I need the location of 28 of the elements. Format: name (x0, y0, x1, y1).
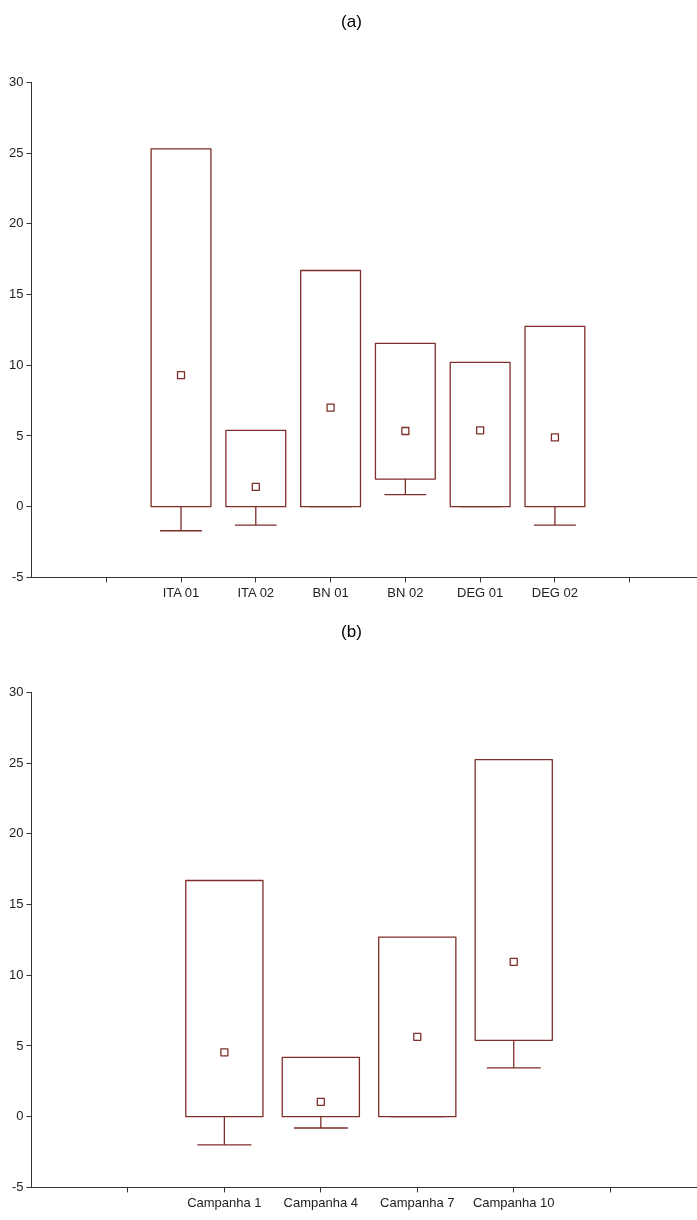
y-tick-label: 25 (8, 754, 24, 770)
y-tick-label: -5 (11, 568, 24, 584)
y-tick-label: 0 (16, 498, 24, 514)
x-tick-label: BN 02 (387, 584, 424, 600)
x-tick-label: DEG 02 (531, 584, 579, 600)
x-tick-label: Campanha 7 (380, 1194, 455, 1210)
chart-title: (a) (341, 11, 362, 31)
y-tick-label: 25 (8, 144, 24, 160)
y-tick-label: 20 (8, 825, 24, 841)
y-tick-label: 15 (8, 896, 24, 912)
y-tick-label: 15 (8, 286, 24, 302)
y-tick-label: 30 (8, 683, 24, 699)
y-tick-label: 20 (8, 215, 24, 231)
y-tick-label: 5 (16, 427, 24, 443)
x-tick-label: Campanha 10 (472, 1194, 555, 1210)
x-tick-label: ITA 01 (162, 584, 200, 600)
x-tick-label: ITA 02 (237, 584, 275, 600)
x-tick-label: Campanha 1 (187, 1194, 262, 1210)
x-tick-label: DEG 01 (457, 584, 504, 600)
y-tick-label: 5 (16, 1037, 24, 1053)
x-tick-label: BN 01 (312, 584, 349, 600)
y-tick-label: 30 (8, 73, 24, 89)
x-tick-label: Campanha 4 (283, 1194, 359, 1210)
y-tick-label: 0 (16, 1108, 24, 1124)
chart-title: (b) (341, 621, 362, 641)
y-tick-label: 10 (8, 356, 24, 372)
y-tick-label: -5 (11, 1178, 24, 1194)
y-tick-label: 10 (8, 966, 24, 982)
